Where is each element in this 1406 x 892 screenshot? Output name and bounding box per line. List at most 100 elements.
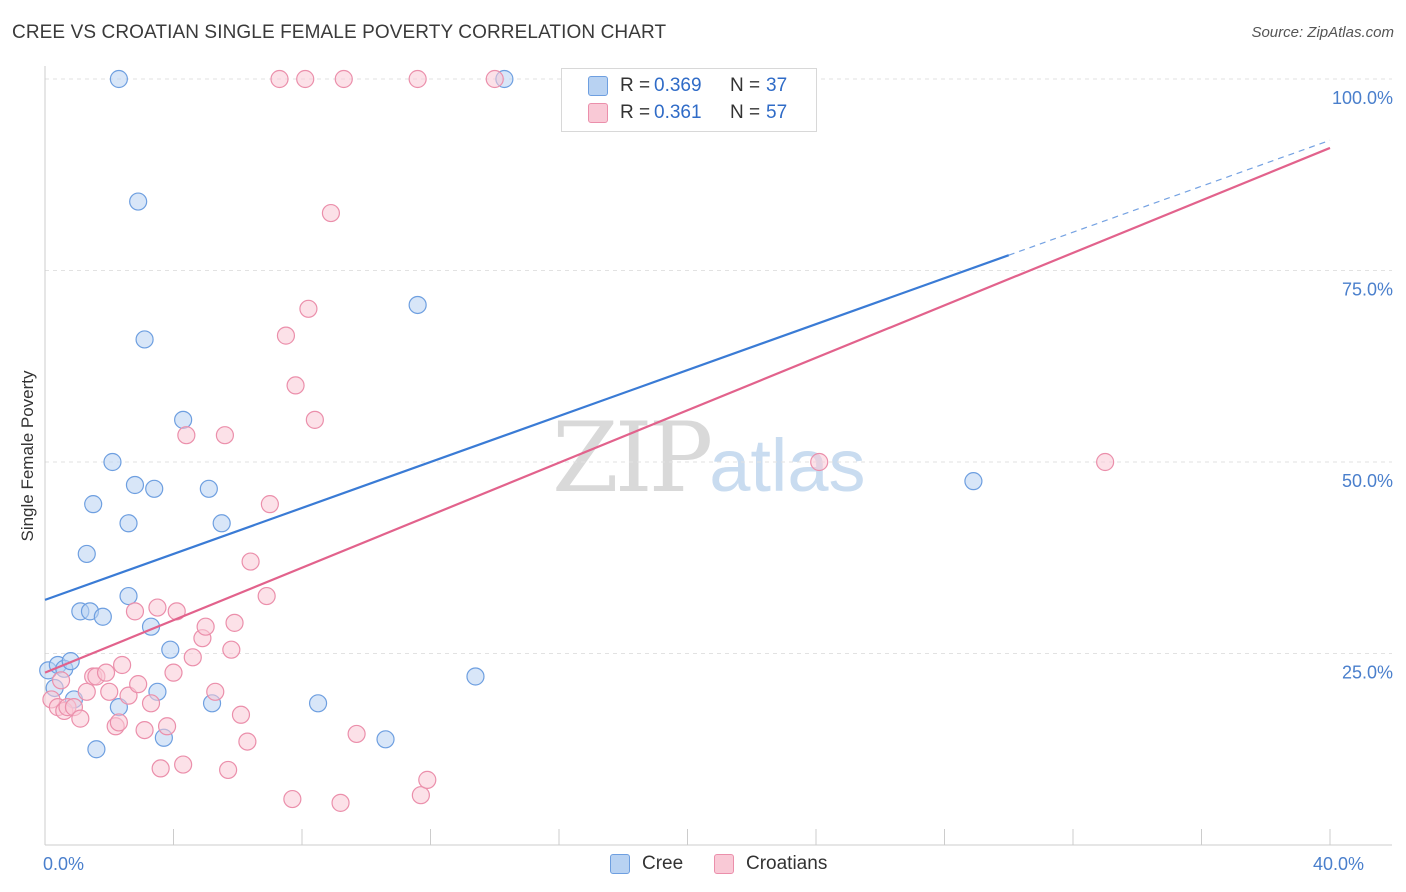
bottom-legend-swatch-cree [610,854,630,874]
point-croatians [112,655,132,675]
point-croatians [283,789,302,809]
point-cree [376,730,395,749]
legend-r-label: R = [620,102,651,123]
point-croatians [810,452,829,472]
trend-line-croatians [44,146,1331,674]
legend-swatch-cree [588,76,608,96]
point-croatians [177,426,196,445]
legend-r-label: R = [620,75,651,96]
point-cree [161,640,180,659]
point-croatians [141,694,161,713]
point-croatians [125,602,145,621]
point-cree [77,544,96,564]
point-cree [408,295,427,315]
axes [44,66,1392,846]
point-croatians [305,410,324,429]
legend-n-value: 57 [766,102,788,123]
y-tick-label: 50.0% [1342,471,1393,491]
legend-n-value: 37 [766,75,788,96]
point-croatians [148,598,167,617]
point-croatians [71,709,90,728]
point-croatians [231,705,251,724]
point-croatians [206,682,225,701]
point-croatians [299,299,318,318]
point-croatians [135,720,154,740]
point-croatians [286,376,305,395]
x-tick-label: 40.0% [1313,854,1364,874]
point-croatians [219,760,238,780]
point-croatians [183,648,202,667]
legend-swatch-croatians [588,103,608,123]
point-croatians [321,203,341,223]
point-cree [87,740,106,759]
legend-r-value: 0.361 [654,102,702,123]
point-croatians [1096,452,1115,472]
point-cree [145,479,164,498]
source-label: Source: ZipAtlas.com [1251,24,1394,41]
point-cree [212,514,231,533]
watermark-zip: ZIP [552,402,713,514]
legend-r-value: 0.369 [654,75,702,96]
point-croatians [418,770,437,789]
point-croatians [260,495,279,514]
legend-n-label: N = [730,75,761,96]
point-croatians [96,663,116,682]
point-cree [129,192,148,211]
point-cree [103,452,122,472]
point-croatians [157,717,177,736]
point-cree [174,410,193,429]
point-croatians [222,640,241,659]
point-croatians [276,326,296,345]
point-croatians [485,69,504,89]
stats-legend: R = 0.369 N = 37 R = 0.361 N = 57 [561,68,817,132]
point-croatians [257,586,276,606]
point-croatians [238,732,257,751]
point-croatians [215,426,234,445]
point-croatians [334,69,353,89]
legend-n-label: N = [730,102,761,123]
point-cree [109,69,128,89]
point-cree [93,607,112,626]
chart-title: CREE VS CROATIAN SINGLE FEMALE POVERTY C… [12,22,667,43]
point-cree [135,330,154,349]
x-tick-label: 0.0% [43,854,84,874]
point-croatians [225,613,244,632]
point-cree [964,472,983,491]
point-croatians [151,759,170,778]
point-croatians [331,793,350,812]
point-croatians [411,786,430,805]
y-tick-label: 75.0% [1342,280,1393,300]
point-croatians [77,682,96,701]
watermark-atlas: atlas [709,424,866,507]
point-croatians [100,682,119,701]
data-points [39,69,1115,812]
point-croatians [241,552,260,571]
point-croatians [129,675,148,694]
point-croatians [347,724,366,744]
point-croatians [296,69,315,89]
y-tick-label: 100.0% [1332,88,1393,108]
point-cree [308,694,328,713]
bottom-legend-label-croatians: Croatians [746,853,828,874]
point-croatians [196,617,215,636]
point-croatians [164,663,183,682]
point-croatians [408,69,427,89]
point-cree [84,495,103,514]
point-cree [119,514,138,533]
tick-labels: 25.0% 50.0% 75.0% 100.0% 0.0% 40.0% [43,88,1393,874]
point-croatians [270,69,289,89]
trend-lines [44,139,1331,674]
trend-extension-cree [1008,139,1331,256]
point-croatians [51,671,71,690]
point-cree [119,586,138,606]
bottom-legend-label-cree: Cree [642,853,684,874]
watermark: ZIPatlas [552,402,866,514]
trend-line-cree [44,254,1010,601]
point-croatians [174,755,193,774]
point-cree [199,479,218,498]
point-croatians [109,713,128,732]
bottom-legend-swatch-croatians [714,854,734,874]
y-tick-label: 25.0% [1342,663,1393,683]
point-cree [466,667,485,686]
